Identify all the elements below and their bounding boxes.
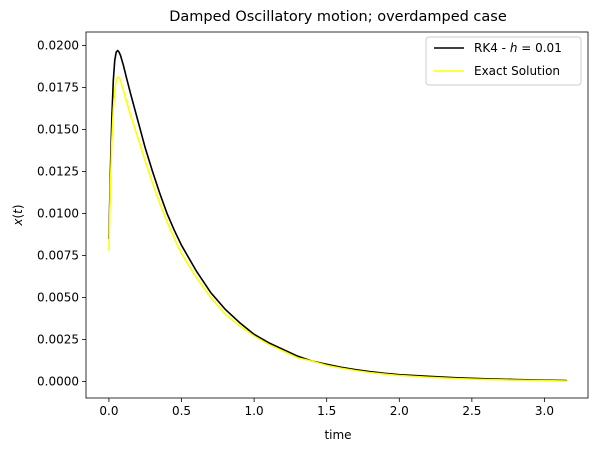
- series-line-1: [108, 76, 568, 382]
- legend-label-rk4-symbol: h: [510, 41, 518, 55]
- legend: RK4 - h = 0.01 Exact Solution: [425, 36, 582, 86]
- x-tick-label: 0.5: [172, 404, 191, 418]
- legend-box: [425, 36, 582, 86]
- legend-label-rk4-suffix: = 0.01: [517, 41, 561, 55]
- y-tick-label: 0.0075: [37, 248, 79, 262]
- y-tick-label: 0.0125: [37, 164, 79, 178]
- y-tick-label: 0.0050: [37, 290, 79, 304]
- y-tick-label: 0.0175: [37, 80, 79, 94]
- plot-frame: [85, 31, 589, 399]
- x-tick-label: 3.0: [535, 404, 554, 418]
- legend-label-exact: Exact Solution: [474, 64, 560, 78]
- series-line-0: [108, 49, 568, 382]
- y-tick-label: 0.0150: [37, 122, 79, 136]
- legend-label-rk4: RK4 - h = 0.01: [474, 41, 562, 55]
- legend-label-rk4-prefix: RK4 -: [474, 41, 510, 55]
- y-tick-label: 0.0200: [37, 38, 79, 52]
- x-axis: 0.0 0.5 1.0 1.5 2.0 2.5 3.0: [99, 398, 554, 418]
- x-tick-label: 2.0: [390, 404, 409, 418]
- series-layer: [108, 49, 568, 382]
- x-tick-label: 0.0: [99, 404, 118, 418]
- x-axis-label: time: [324, 428, 351, 442]
- y-axis-label: x(t): [11, 204, 25, 226]
- y-axis: 0.0000 0.0025 0.0050 0.0075 0.0100 0.0125 0.01…: [37, 38, 86, 388]
- x-tick-label: 2.5: [462, 404, 481, 418]
- y-tick-label: 0.0000: [37, 374, 79, 388]
- chart-title: Damped Oscillatory motion; overdamped ca…: [169, 9, 507, 25]
- x-tick-label: 1.0: [245, 404, 264, 418]
- y-tick-label: 0.0025: [37, 332, 79, 346]
- x-tick-label: 1.5: [317, 404, 336, 418]
- y-tick-label: 0.0100: [37, 206, 79, 220]
